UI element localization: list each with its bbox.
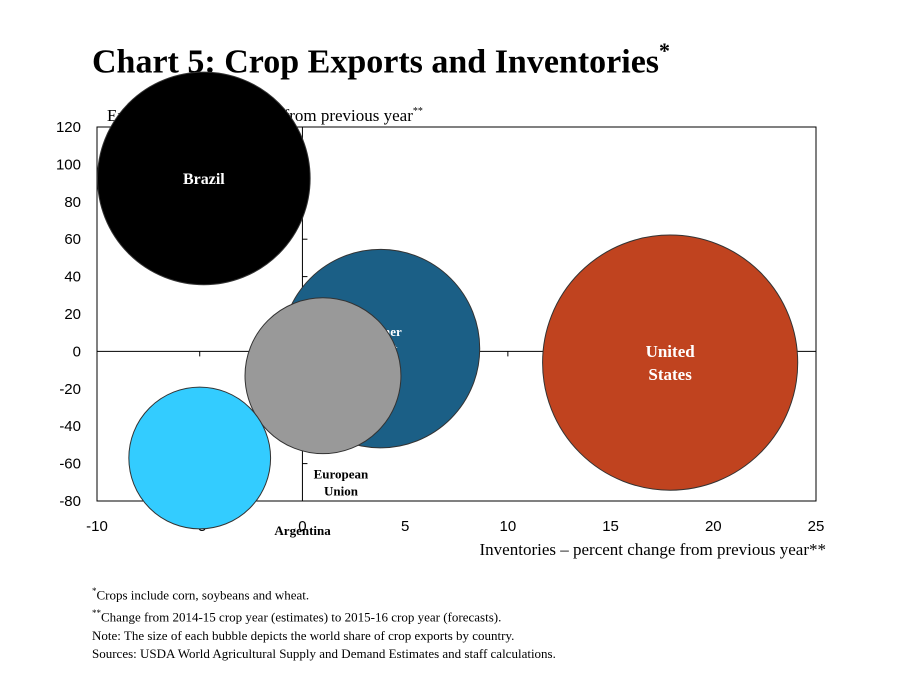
x-tick-label: 25 <box>808 518 825 535</box>
note-bubble-size: Note: The size of each bubble depicts th… <box>92 627 515 643</box>
footnote-crop-year: **Change from 2014-15 crop year (estimat… <box>92 608 502 625</box>
title-footnote-mark: * <box>659 38 671 63</box>
y-tick-label: 20 <box>64 306 81 323</box>
y-tick-label: 80 <box>64 194 81 211</box>
y-tick-label: -80 <box>59 493 81 510</box>
footnote-crops: *Crops include corn, soybeans and wheat. <box>92 586 310 603</box>
x-tick-label: 15 <box>602 518 619 535</box>
bubble-argentina <box>128 386 272 530</box>
bubble-label-argentina: Argentina <box>274 523 331 538</box>
bubble-label-european-union: European Union <box>314 467 369 499</box>
y-tick-label: 60 <box>64 231 81 248</box>
bubble-label-united-states: United States <box>646 342 696 384</box>
y-tick-label: 120 <box>56 119 81 136</box>
x-tick-label: 5 <box>401 518 409 535</box>
x-tick-label: 10 <box>500 518 517 535</box>
x-tick-label: 0 <box>298 518 306 535</box>
sources-note: Sources: USDA World Agricultural Supply … <box>92 645 556 661</box>
x-axis-label: Inventories – percent change from previo… <box>480 540 826 559</box>
y-tick-label: -60 <box>59 456 81 473</box>
y-tick-label: 0 <box>73 343 81 360</box>
y-tick-label: -20 <box>59 381 81 398</box>
y-tick-label: -40 <box>59 418 81 435</box>
plot-frame <box>96 126 817 502</box>
y-axis-label-mark: ** <box>413 106 423 117</box>
x-tick-label: 20 <box>705 518 722 535</box>
bubble-european-union <box>244 297 402 455</box>
x-tick-label: -10 <box>86 518 108 535</box>
y-tick-label: 40 <box>64 269 81 286</box>
bubble-label-brazil: Brazil <box>183 171 225 188</box>
y-tick-label: 100 <box>56 156 81 173</box>
footnotes: *Crops include corn, soybeans and wheat.… <box>92 582 556 663</box>
bubble-united-states <box>542 234 799 491</box>
bubble-brazil <box>97 71 311 286</box>
